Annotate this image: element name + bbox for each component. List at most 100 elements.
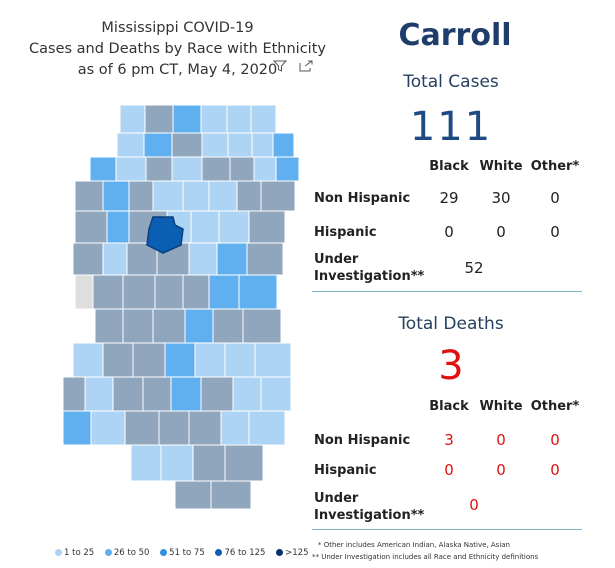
county-shape[interactable] <box>124 410 160 446</box>
county-shape[interactable] <box>116 132 145 158</box>
county-shape[interactable] <box>182 180 210 212</box>
county-shape[interactable] <box>254 342 292 378</box>
county-shape[interactable] <box>248 410 286 446</box>
county-shape[interactable] <box>170 376 202 412</box>
county-shape[interactable] <box>106 210 130 244</box>
county-shape[interactable] <box>172 104 202 134</box>
county-shape[interactable] <box>218 210 250 244</box>
county-shape[interactable] <box>74 180 104 212</box>
county-shape[interactable] <box>160 444 194 482</box>
section-divider <box>312 291 582 292</box>
county-shape[interactable] <box>128 180 154 212</box>
county-shape[interactable] <box>115 156 147 182</box>
county-shape[interactable] <box>74 274 94 310</box>
county-shapes[interactable] <box>62 104 300 510</box>
county-shape[interactable] <box>236 180 262 212</box>
county-shape[interactable] <box>144 104 174 134</box>
county-shape[interactable] <box>102 242 128 276</box>
county-shape[interactable] <box>251 132 274 158</box>
county-shape[interactable] <box>238 274 278 310</box>
county-shape[interactable] <box>130 444 162 482</box>
county-shape[interactable] <box>201 132 229 158</box>
county-shape[interactable] <box>246 242 284 276</box>
county-shape[interactable] <box>102 342 134 378</box>
county-shape[interactable] <box>184 308 214 344</box>
county-shape[interactable] <box>224 342 256 378</box>
county-shape[interactable] <box>158 410 190 446</box>
cases-value: 0 <box>550 189 560 207</box>
county-shape[interactable] <box>152 180 184 212</box>
county-shape[interactable] <box>248 210 286 244</box>
county-shape[interactable] <box>122 308 154 344</box>
county-shape[interactable] <box>90 410 126 446</box>
deaths-under-investigation-value: 0 <box>469 496 479 514</box>
county-shape[interactable] <box>152 308 186 344</box>
title-line-1: Mississippi COVID-19 <box>101 20 254 36</box>
county-shape[interactable] <box>62 410 92 446</box>
county-shape[interactable] <box>229 156 255 182</box>
county-shape[interactable] <box>74 210 108 244</box>
county-shape[interactable] <box>216 242 248 276</box>
county-shape[interactable] <box>102 180 130 212</box>
county-shape[interactable] <box>253 156 277 182</box>
legend-dot <box>104 549 112 556</box>
county-shape[interactable] <box>272 132 295 158</box>
legend-dot <box>160 549 168 556</box>
county-shape[interactable] <box>260 180 296 212</box>
county-shape[interactable] <box>119 104 146 134</box>
county-shape[interactable] <box>154 274 184 310</box>
mississippi-county-map[interactable] <box>35 95 305 525</box>
county-shape[interactable] <box>84 376 114 412</box>
county-shape[interactable] <box>188 410 222 446</box>
cases-value: 0 <box>444 223 454 241</box>
county-shape[interactable] <box>275 156 300 182</box>
county-shape[interactable] <box>250 104 277 134</box>
county-shape[interactable] <box>260 376 292 412</box>
county-shape[interactable] <box>188 242 218 276</box>
deaths-row-label: Hispanic <box>314 463 377 478</box>
county-shape[interactable] <box>89 156 117 182</box>
county-shape[interactable] <box>194 342 226 378</box>
county-shape[interactable] <box>112 376 144 412</box>
legend-dot <box>55 549 62 556</box>
county-shape-carroll-selected[interactable] <box>146 216 184 254</box>
county-shape[interactable] <box>208 180 238 212</box>
county-shape[interactable] <box>132 342 166 378</box>
county-shape[interactable] <box>210 480 252 510</box>
county-shape[interactable] <box>192 444 226 482</box>
cases-row-label: Hispanic <box>314 225 377 240</box>
county-shape[interactable] <box>190 210 220 244</box>
county-shape[interactable] <box>200 104 228 134</box>
county-shape[interactable] <box>224 444 264 482</box>
county-shape[interactable] <box>201 156 231 182</box>
section-divider <box>312 529 582 530</box>
county-shape[interactable] <box>208 274 240 310</box>
county-shape[interactable] <box>145 156 173 182</box>
county-shape[interactable] <box>227 132 253 158</box>
county-shape[interactable] <box>164 342 196 378</box>
deaths-value: 0 <box>444 461 454 479</box>
county-shape[interactable] <box>62 376 86 412</box>
county-shape[interactable] <box>174 480 212 510</box>
footnote-under-investigation: ** Under Investigation includes all Race… <box>312 553 539 561</box>
focus-mode-icon[interactable] <box>299 60 313 72</box>
county-shape[interactable] <box>232 376 262 412</box>
county-shape[interactable] <box>220 410 250 446</box>
cases-under-investigation-value: 52 <box>464 259 484 277</box>
county-shape[interactable] <box>122 274 156 310</box>
county-shape[interactable] <box>171 156 203 182</box>
deaths-header-other: Other* <box>530 399 580 414</box>
filter-icon[interactable] <box>273 60 287 72</box>
county-shape[interactable] <box>142 376 172 412</box>
county-shape[interactable] <box>94 308 124 344</box>
county-shape[interactable] <box>200 376 234 412</box>
county-shape[interactable] <box>92 274 124 310</box>
county-shape[interactable] <box>226 104 252 134</box>
county-shape[interactable] <box>171 132 203 158</box>
county-shape[interactable] <box>242 308 282 344</box>
county-shape[interactable] <box>212 308 244 344</box>
county-shape[interactable] <box>72 242 104 276</box>
county-shape[interactable] <box>72 342 104 378</box>
county-shape[interactable] <box>182 274 210 310</box>
county-shape[interactable] <box>143 132 173 158</box>
